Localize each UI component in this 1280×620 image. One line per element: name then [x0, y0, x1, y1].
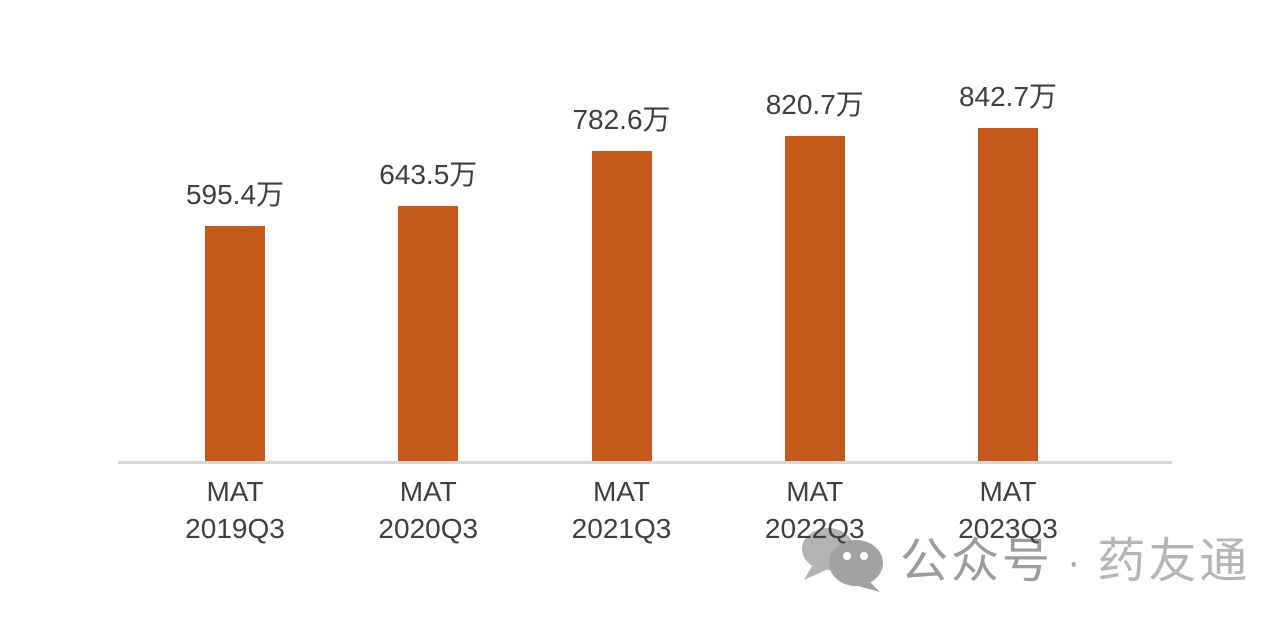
- x-tick-label: MAT 2019Q3: [135, 473, 335, 547]
- x-tick-label: MAT 2021Q3: [522, 473, 722, 547]
- bar-group: 595.4万: [135, 178, 335, 461]
- x-tick-line2: 2023Q3: [958, 513, 1058, 544]
- bar: [784, 136, 845, 461]
- x-tick-line1: MAT: [206, 476, 264, 507]
- bar-group: 643.5万: [328, 158, 528, 461]
- bar-value-label: 820.7万: [765, 89, 864, 121]
- x-tick-line2: 2021Q3: [571, 513, 672, 544]
- x-tick-line1: MAT: [979, 476, 1037, 507]
- bar: [398, 206, 459, 461]
- x-tick-label: MAT 2020Q3: [328, 473, 528, 547]
- x-tick-line2: 2019Q3: [185, 513, 285, 544]
- bar-value-label: 643.5万: [379, 159, 478, 191]
- x-tick-line2: 2022Q3: [764, 513, 865, 544]
- bar-value-label: 842.7万: [958, 81, 1058, 113]
- x-tick-label: MAT 2023Q3: [908, 473, 1108, 547]
- x-tick-line2: 2020Q3: [378, 513, 479, 544]
- bar-value-label: 782.6万: [572, 104, 671, 136]
- x-tick-label: MAT 2022Q3: [715, 473, 915, 547]
- bar-group: 820.7万: [715, 88, 915, 461]
- x-tick-line1: MAT: [786, 476, 844, 507]
- x-tick-line1: MAT: [592, 476, 651, 507]
- bar-value-label: 595.4万: [185, 179, 285, 211]
- x-tick-line1: MAT: [399, 476, 457, 507]
- bar: [205, 226, 265, 461]
- bar-group: 842.7万: [908, 80, 1108, 461]
- bar: [591, 151, 652, 461]
- bar-group: 782.6万: [522, 103, 722, 461]
- x-axis-line: [118, 461, 1172, 464]
- bar: [978, 128, 1038, 461]
